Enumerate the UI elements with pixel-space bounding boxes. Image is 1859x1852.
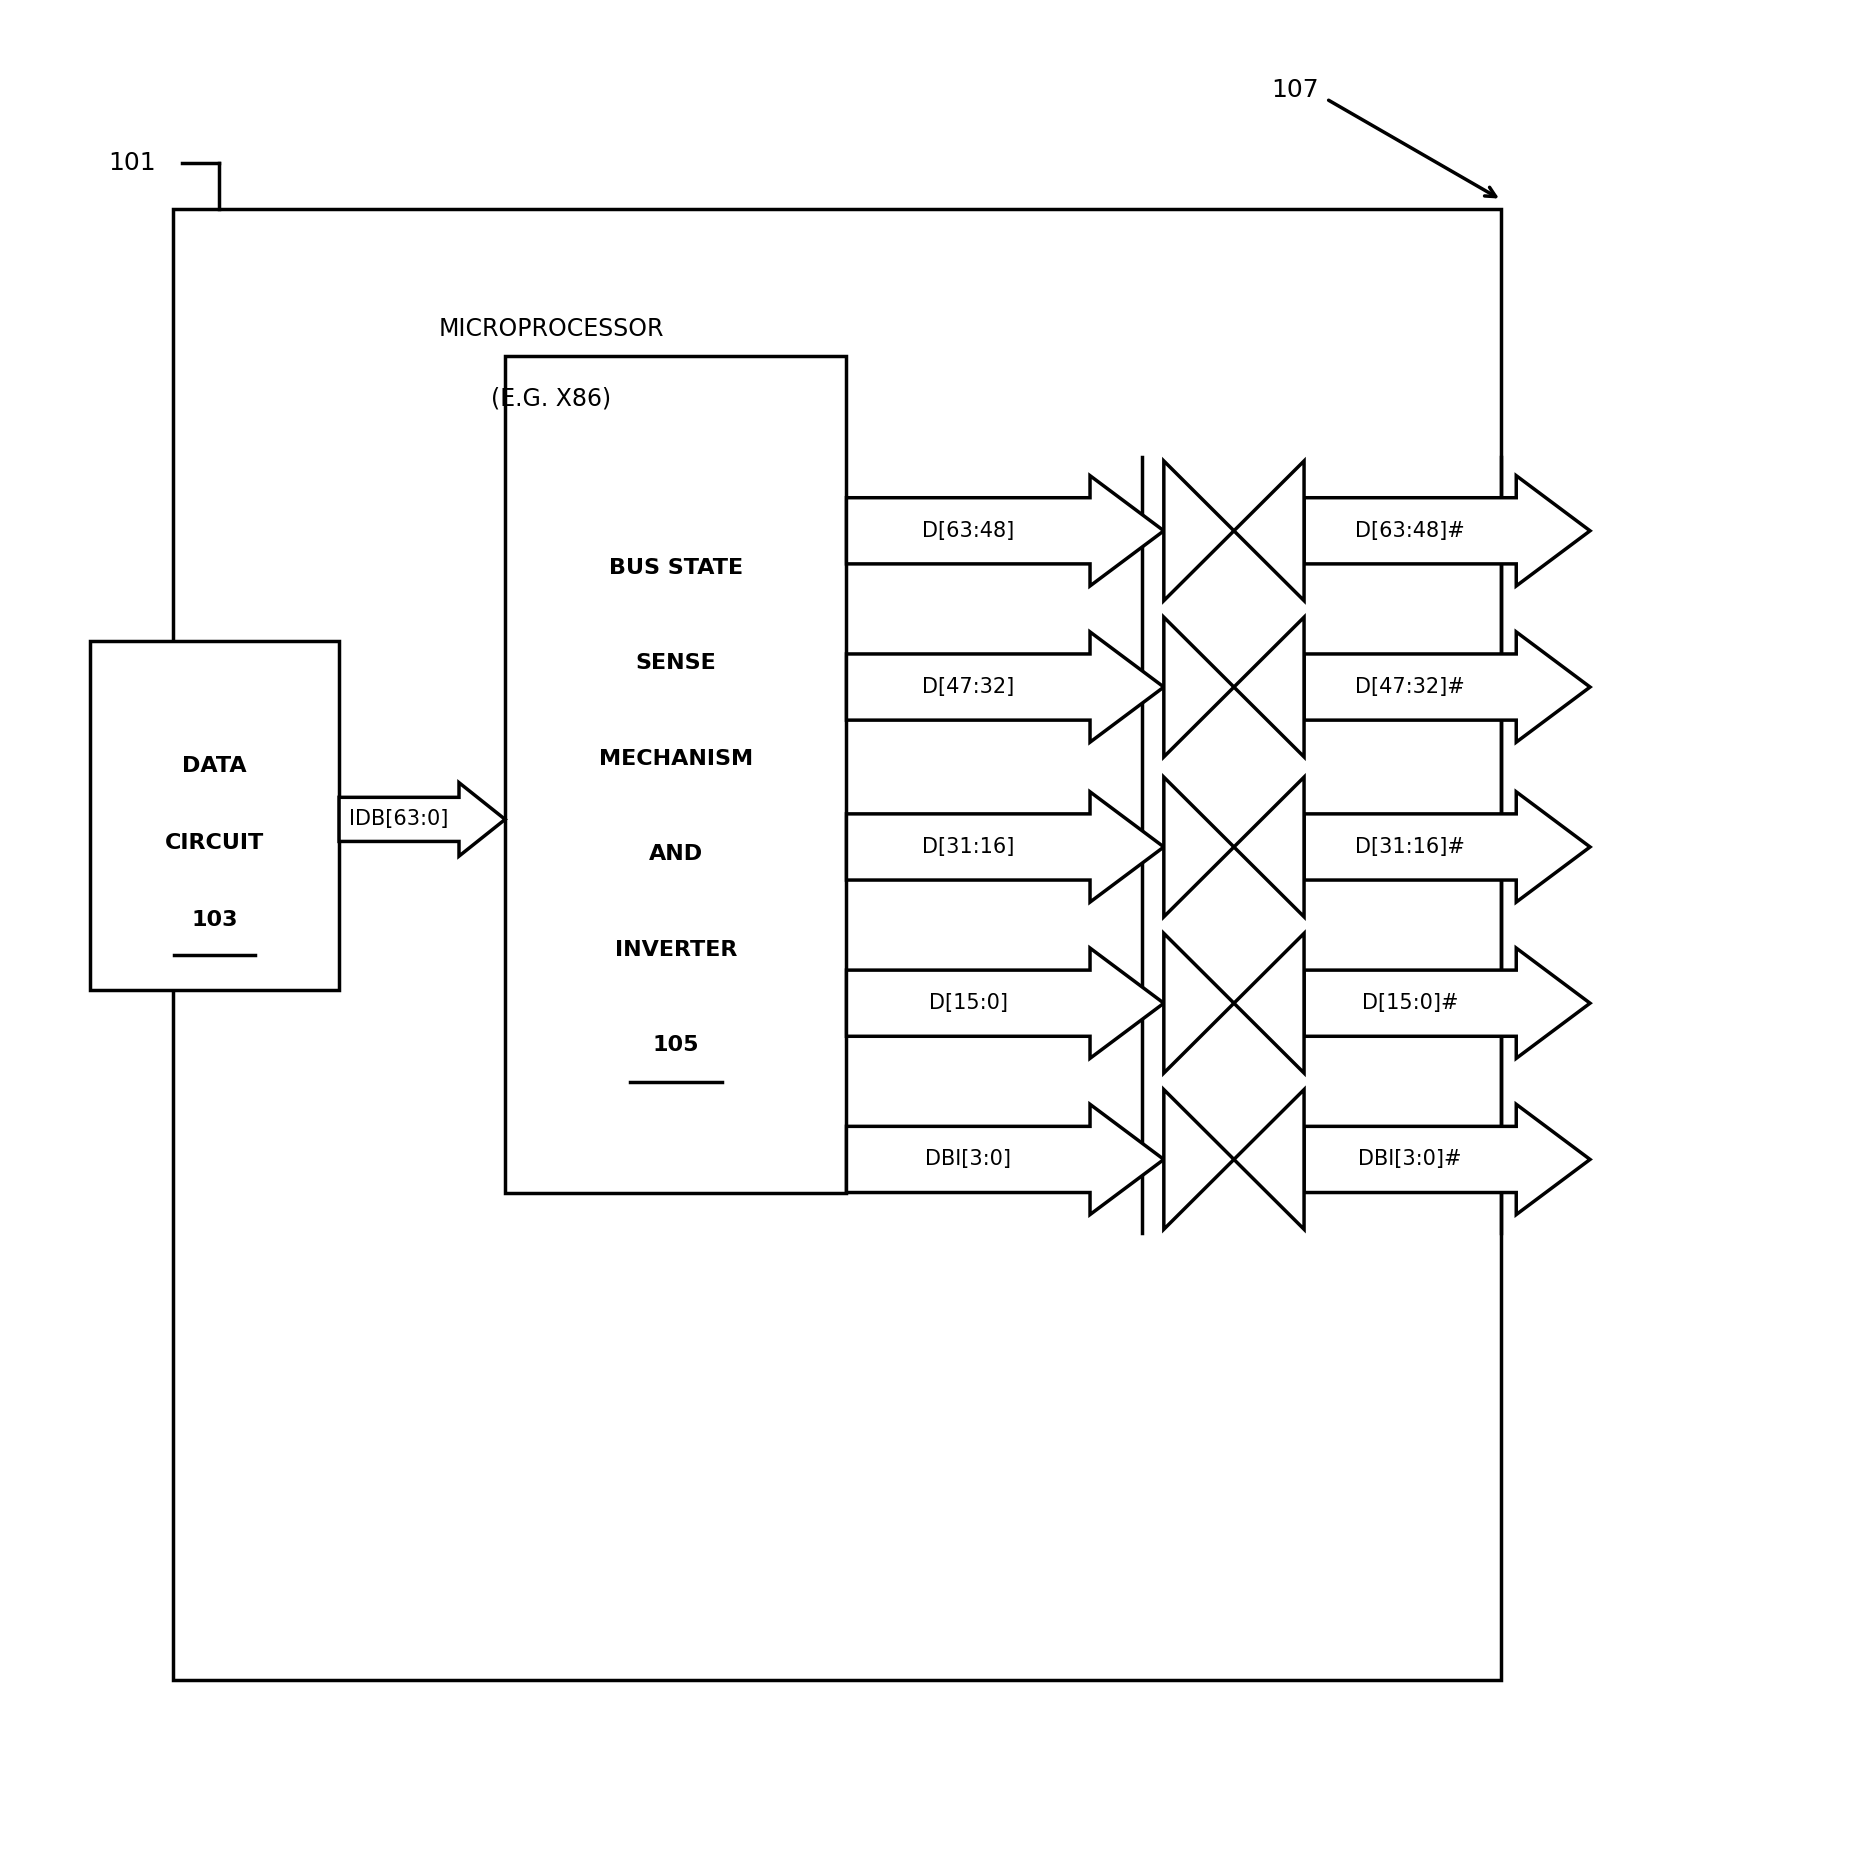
Polygon shape bbox=[1303, 1104, 1589, 1215]
Text: D[47:32]#: D[47:32]# bbox=[1355, 678, 1465, 696]
Text: BUS STATE: BUS STATE bbox=[608, 557, 744, 578]
Polygon shape bbox=[1164, 933, 1234, 1072]
Polygon shape bbox=[846, 476, 1164, 585]
Text: DBI[3:0]: DBI[3:0] bbox=[926, 1150, 1011, 1169]
Text: INVERTER: INVERTER bbox=[615, 941, 736, 959]
Polygon shape bbox=[846, 793, 1164, 902]
Text: D[15:0]#: D[15:0]# bbox=[1363, 993, 1459, 1013]
Polygon shape bbox=[1303, 793, 1589, 902]
Polygon shape bbox=[846, 632, 1164, 743]
Text: DBI[3:0]#: DBI[3:0]# bbox=[1359, 1150, 1461, 1169]
Text: 103: 103 bbox=[191, 911, 238, 930]
Polygon shape bbox=[1234, 933, 1303, 1072]
Polygon shape bbox=[1303, 476, 1589, 585]
Polygon shape bbox=[846, 1104, 1164, 1215]
Bar bbox=[89, 641, 338, 991]
Polygon shape bbox=[1164, 1089, 1234, 1230]
Text: D[15:0]: D[15:0] bbox=[930, 993, 1008, 1013]
Text: D[31:16]#: D[31:16]# bbox=[1355, 837, 1465, 857]
Bar bbox=[173, 209, 1502, 1680]
Text: DATA: DATA bbox=[182, 756, 247, 776]
Text: D[63:48]: D[63:48] bbox=[922, 520, 1015, 541]
Text: 107: 107 bbox=[1272, 78, 1318, 102]
Polygon shape bbox=[1164, 778, 1234, 917]
Polygon shape bbox=[846, 948, 1164, 1057]
Polygon shape bbox=[1164, 617, 1234, 757]
Text: 101: 101 bbox=[108, 152, 156, 176]
Bar bbox=[506, 356, 846, 1193]
Polygon shape bbox=[1303, 948, 1589, 1057]
Text: D[63:48]#: D[63:48]# bbox=[1355, 520, 1465, 541]
Text: (E.G. X86): (E.G. X86) bbox=[491, 387, 612, 411]
Polygon shape bbox=[1234, 617, 1303, 757]
Text: IDB[63:0]: IDB[63:0] bbox=[349, 809, 448, 830]
Polygon shape bbox=[1234, 1089, 1303, 1230]
Text: D[47:32]: D[47:32] bbox=[922, 678, 1015, 696]
Polygon shape bbox=[1164, 461, 1234, 600]
Polygon shape bbox=[1234, 461, 1303, 600]
Text: AND: AND bbox=[649, 845, 703, 865]
Text: MECHANISM: MECHANISM bbox=[599, 748, 753, 769]
Polygon shape bbox=[1234, 778, 1303, 917]
Text: MICROPROCESSOR: MICROPROCESSOR bbox=[439, 317, 664, 341]
Text: SENSE: SENSE bbox=[636, 654, 716, 672]
Polygon shape bbox=[338, 783, 506, 856]
Text: CIRCUIT: CIRCUIT bbox=[165, 833, 264, 854]
Text: D[31:16]: D[31:16] bbox=[922, 837, 1015, 857]
Text: 105: 105 bbox=[653, 1035, 699, 1056]
Polygon shape bbox=[1303, 632, 1589, 743]
